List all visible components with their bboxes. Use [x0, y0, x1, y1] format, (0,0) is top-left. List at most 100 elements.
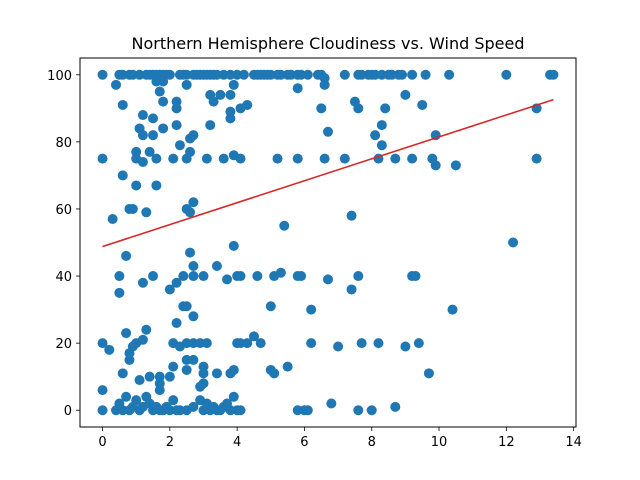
data-point — [407, 69, 418, 80]
data-point — [413, 338, 424, 349]
data-point — [104, 344, 115, 355]
data-point — [501, 69, 512, 80]
data-point — [137, 334, 148, 345]
data-point — [148, 113, 159, 124]
data-point — [390, 401, 401, 412]
data-point — [548, 69, 559, 80]
data-point — [211, 260, 222, 271]
data-point — [373, 338, 384, 349]
data-point — [181, 301, 192, 312]
regression-line — [102, 98, 554, 248]
data-point — [339, 69, 350, 80]
data-point — [265, 301, 276, 312]
data-point — [296, 271, 307, 282]
y-tick-label: 20 — [55, 337, 72, 352]
data-point — [188, 197, 199, 208]
data-point — [97, 405, 108, 416]
data-point — [255, 338, 266, 349]
data-point — [407, 153, 418, 164]
data-point — [205, 120, 216, 131]
data-point — [376, 140, 387, 151]
data-point — [302, 405, 313, 416]
data-point — [141, 324, 152, 335]
data-point — [376, 120, 387, 131]
x-tick-label: 4 — [233, 435, 241, 450]
data-point — [131, 180, 142, 191]
y-tick-label: 60 — [55, 203, 72, 218]
data-point — [353, 405, 364, 416]
data-point — [137, 156, 148, 167]
data-point — [531, 153, 542, 164]
data-point — [181, 364, 192, 375]
data-point — [235, 153, 246, 164]
data-point — [97, 338, 108, 349]
data-point — [323, 274, 333, 285]
data-point — [238, 69, 249, 80]
data-point — [185, 247, 196, 258]
data-point — [306, 338, 317, 349]
data-point — [222, 274, 233, 285]
data-point — [218, 153, 229, 164]
data-point — [131, 395, 142, 406]
data-point — [154, 385, 165, 396]
data-point — [114, 271, 125, 282]
x-tick-label: 0 — [98, 435, 106, 450]
data-point — [188, 311, 199, 322]
data-point — [235, 271, 246, 282]
data-point — [121, 391, 132, 402]
data-point — [107, 214, 118, 225]
data-point — [400, 341, 411, 352]
data-point — [400, 89, 411, 100]
data-points — [97, 69, 559, 416]
data-point — [168, 153, 179, 164]
data-point — [111, 79, 122, 90]
data-point — [198, 271, 209, 282]
data-point — [390, 153, 401, 164]
data-point — [188, 401, 199, 412]
data-point — [430, 160, 441, 171]
data-point — [508, 237, 519, 248]
data-point — [154, 86, 165, 97]
data-point — [188, 338, 199, 349]
data-point — [353, 271, 364, 282]
data-point — [279, 220, 290, 231]
data-point — [228, 364, 239, 375]
data-point — [225, 89, 236, 100]
data-point — [168, 361, 179, 372]
plot-frame — [79, 57, 577, 428]
data-point — [164, 69, 175, 80]
data-point — [151, 153, 162, 164]
data-point — [178, 271, 189, 282]
data-point — [225, 106, 236, 117]
data-point — [319, 153, 330, 164]
data-point — [171, 277, 182, 288]
data-point — [121, 328, 132, 339]
data-point — [188, 260, 199, 271]
data-point — [417, 99, 428, 110]
data-point — [275, 267, 286, 278]
data-point — [201, 153, 212, 164]
x-tick-label: 8 — [368, 435, 376, 450]
y-tick-label: 40 — [55, 270, 72, 285]
data-point — [302, 69, 313, 80]
data-point — [181, 153, 192, 164]
y-tick-label: 80 — [55, 136, 72, 151]
data-point — [195, 381, 206, 392]
data-point — [168, 395, 179, 406]
data-point — [141, 207, 152, 218]
data-point — [319, 73, 330, 84]
data-point — [174, 140, 185, 151]
data-point — [137, 277, 148, 288]
data-point — [134, 375, 145, 386]
data-point — [380, 103, 391, 114]
data-point — [292, 83, 303, 94]
data-point — [174, 341, 185, 352]
data-point — [148, 130, 159, 141]
data-point — [420, 69, 431, 80]
data-point — [235, 405, 246, 416]
data-point — [356, 338, 367, 349]
data-point — [171, 103, 182, 114]
x-tick-label: 10 — [431, 435, 448, 450]
data-point — [198, 368, 209, 379]
